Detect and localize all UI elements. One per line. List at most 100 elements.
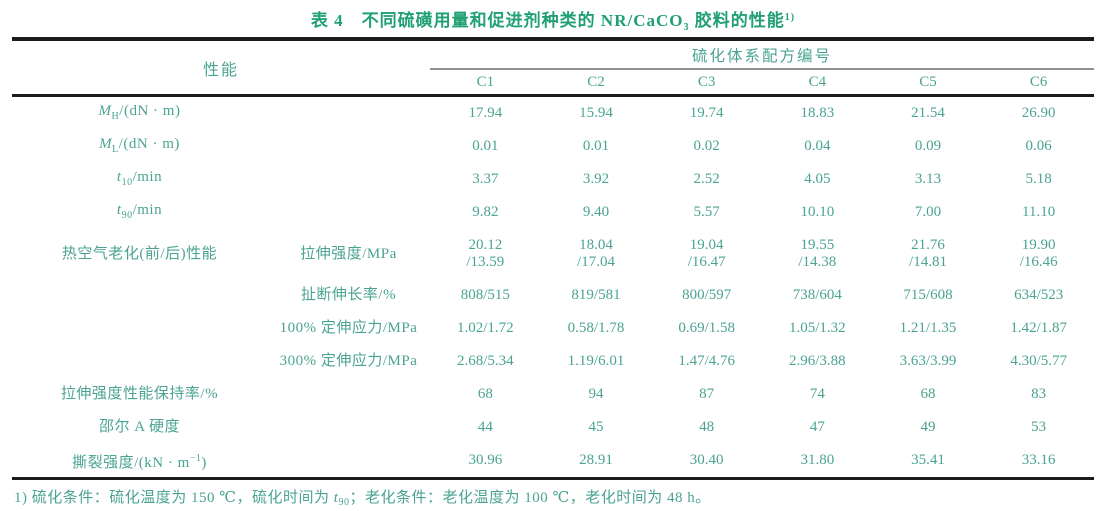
value-cell: 53 xyxy=(1031,419,1047,435)
value-cell: 26.90 xyxy=(1021,105,1056,121)
value-cell: 3.13 xyxy=(914,171,942,187)
column-header: C6 xyxy=(1029,73,1048,90)
value-cell: 3.37 xyxy=(472,171,499,187)
value-cell: 808/515 xyxy=(460,287,510,303)
subproperty-cell: 300% 定伸应力/MPa xyxy=(279,353,418,369)
value-cell: 0.04 xyxy=(804,138,831,154)
value-cell: 19.90 /16.46 xyxy=(1019,237,1058,270)
value-cell: 10.10 xyxy=(800,204,835,220)
subproperty-cell: 100% 定伸应力/MPa xyxy=(279,320,418,336)
value-cell: 715/608 xyxy=(903,287,953,303)
value-cell: 35.41 xyxy=(911,452,945,468)
property-cell: t10/min xyxy=(116,168,163,188)
value-cell: 7.00 xyxy=(914,204,942,220)
table-row: t10/min 3.37 3.92 2.52 4.05 3.13 5.18 xyxy=(12,163,1094,196)
table-row: 撕裂强度/(kN · m−1) 30.96 28.91 30.40 31.80 35.41… xyxy=(12,444,1094,477)
column-header: C3 xyxy=(697,73,716,90)
header-subrule xyxy=(430,68,1094,70)
header-property: 性能 xyxy=(202,61,239,79)
value-cell: 1.42/1.87 xyxy=(1010,320,1067,336)
value-cell: 0.06 xyxy=(1025,138,1052,154)
value-cell: 3.63/3.99 xyxy=(899,353,957,369)
value-cell: 9.40 xyxy=(582,204,610,220)
header-body-rule xyxy=(12,94,1094,97)
value-cell: 49 xyxy=(920,419,936,435)
value-cell: 20.12 /13.59 xyxy=(466,237,505,270)
value-cell: 1.02/1.72 xyxy=(456,320,514,336)
value-cell: 5.57 xyxy=(693,204,720,220)
value-cell: 74 xyxy=(809,386,825,402)
bottom-rule xyxy=(12,477,1094,480)
table-row: MH/(dN · m) 17.94 15.94 19.74 18.83 21.54 26.9… xyxy=(12,97,1094,130)
value-cell: 21.76 /14.81 xyxy=(909,237,947,270)
table-row: 100% 定伸应力/MPa 1.02/1.72 0.58/1.78 0.69/1.58… xyxy=(12,312,1094,345)
value-cell: 21.54 xyxy=(911,105,945,121)
property-cell: t90/min xyxy=(116,201,163,221)
value-cell: 45 xyxy=(588,419,604,435)
subproperty-cell: 拉伸强度/MPa xyxy=(300,245,397,262)
value-cell: 0.09 xyxy=(914,138,942,154)
table-row: ML/(dN · m) 0.01 0.01 0.02 0.04 0.09 0.06 xyxy=(12,130,1094,163)
column-headers: C1 C2 C3 C4 C5 C6 xyxy=(430,70,1094,94)
property-cell: 邵尔 A 硬度 xyxy=(98,419,180,435)
value-cell: 4.05 xyxy=(804,171,831,187)
value-cell: 30.40 xyxy=(689,452,724,468)
value-cell: 0.01 xyxy=(582,138,610,154)
value-cell: 83 xyxy=(1031,386,1047,402)
column-header: C4 xyxy=(808,73,827,90)
value-cell: 1.19/6.01 xyxy=(567,353,625,369)
value-cell: 9.82 xyxy=(472,204,499,220)
value-cell: 819/581 xyxy=(571,287,621,303)
column-header: C5 xyxy=(919,73,937,90)
value-cell: 87 xyxy=(699,386,715,402)
value-cell: 28.91 xyxy=(579,452,613,468)
table-row: 热空气老化(前/后)性能 拉伸强度/MPa 20.12 /13.59 18.04 /1… xyxy=(12,229,1094,279)
value-cell: 0.02 xyxy=(693,138,720,154)
property-cell: ML/(dN · m) xyxy=(99,135,180,155)
value-cell: 19.74 xyxy=(689,105,724,121)
value-cell: 0.01 xyxy=(472,138,499,154)
value-cell: 94 xyxy=(588,386,604,402)
value-cell: 800/597 xyxy=(682,287,732,303)
table-row: 扯断伸长率/% 808/515 819/581 800/597 738/604 715/6… xyxy=(12,279,1094,312)
value-cell: 18.83 xyxy=(800,105,835,121)
table-body: MH/(dN · m) 17.94 15.94 19.74 18.83 21.54 26.9… xyxy=(12,97,1094,477)
value-cell: 2.52 xyxy=(693,171,720,187)
value-cell: 11.10 xyxy=(1022,204,1056,220)
value-cell: 68 xyxy=(477,386,493,402)
value-cell: 5.18 xyxy=(1025,171,1052,187)
table-title: 表 4 不同硫磺用量和促进剂种类的 NR/CaCO3 胶料的性能1) xyxy=(310,11,796,33)
value-cell: 1.05/1.32 xyxy=(788,320,846,336)
value-cell: 30.96 xyxy=(468,452,503,468)
property-cell: 拉伸强度性能保持率/% xyxy=(60,386,219,402)
table-row: t90/min 9.82 9.40 5.57 10.10 7.00 11.10 xyxy=(12,196,1094,229)
value-cell: 47 xyxy=(809,419,825,435)
value-cell: 2.96/3.88 xyxy=(788,353,846,369)
value-cell: 19.55 /14.38 xyxy=(798,237,837,270)
value-cell: 33.16 xyxy=(1021,452,1056,468)
value-cell: 31.80 xyxy=(800,452,835,468)
value-cell: 4.30/5.77 xyxy=(1010,353,1067,369)
value-cell: 44 xyxy=(477,419,493,435)
column-header: C2 xyxy=(587,73,605,90)
value-cell: 15.94 xyxy=(579,105,613,121)
value-cell: 0.69/1.58 xyxy=(678,320,735,336)
footnote: 1) 硫化条件：硫化温度为 150 ℃，硫化时间为 t90；老化条件：老化温度为… xyxy=(14,490,711,508)
value-cell: 17.94 xyxy=(468,105,503,121)
value-cell: 2.68/5.34 xyxy=(456,353,514,369)
value-cell: 3.92 xyxy=(582,171,610,187)
property-cell: 热空气老化(前/后)性能 xyxy=(61,245,218,262)
value-cell: 48 xyxy=(699,419,715,435)
subproperty-cell: 扯断伸长率/% xyxy=(300,287,397,303)
performance-table: 性能 硫化体系配方编号 C1 C2 C3 C4 C5 C6 MH/(dN · m) 17.9… xyxy=(12,37,1094,480)
value-cell: 1.47/4.76 xyxy=(678,353,735,369)
table-header: 性能 硫化体系配方编号 C1 C2 C3 C4 C5 C6 xyxy=(12,41,1094,94)
table-row: 300% 定伸应力/MPa 2.68/5.34 1.19/6.01 1.47/4.76… xyxy=(12,345,1094,378)
header-group-label: 硫化体系配方编号 xyxy=(691,47,832,65)
table-row: 邵尔 A 硬度 44 45 48 47 49 53 xyxy=(12,411,1094,444)
property-cell: MH/(dN · m) xyxy=(98,102,181,122)
column-header: C1 xyxy=(476,73,495,90)
value-cell: 738/604 xyxy=(792,287,842,303)
table-row: 拉伸强度性能保持率/% 68 94 87 74 68 83 xyxy=(12,378,1094,411)
property-cell: 撕裂强度/(kN · m−1) xyxy=(72,452,207,471)
